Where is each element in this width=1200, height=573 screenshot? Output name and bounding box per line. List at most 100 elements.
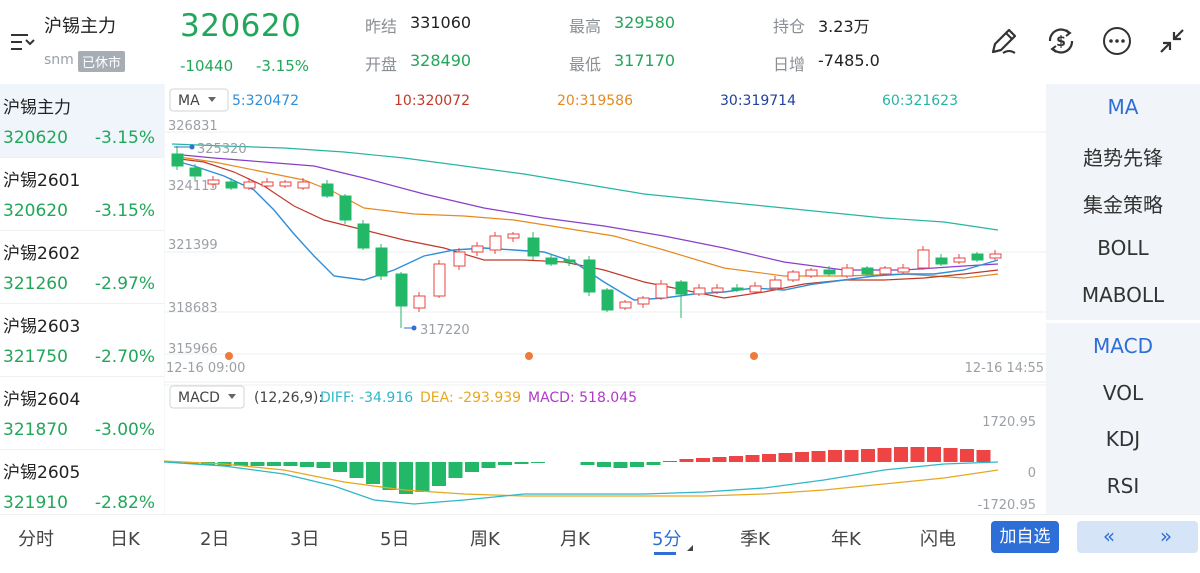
macd-bar bbox=[580, 462, 595, 465]
macd-tick: -1720.95 bbox=[978, 498, 1036, 513]
indicator-boll[interactable]: BOLL bbox=[1097, 236, 1149, 260]
contract-item[interactable]: 沪锡2601 320620 -3.15% bbox=[0, 157, 164, 231]
candle-body bbox=[749, 285, 762, 293]
candle-body bbox=[527, 237, 540, 257]
next-button[interactable]: » bbox=[1134, 521, 1198, 553]
more-icon[interactable] bbox=[1098, 22, 1136, 60]
macd-bar bbox=[943, 448, 958, 462]
candle-body bbox=[563, 259, 576, 263]
low-value: 317170 bbox=[614, 51, 676, 70]
indicator-ma[interactable]: MA bbox=[1107, 95, 1139, 119]
add-watchlist-button[interactable]: 加自选 bbox=[991, 521, 1059, 553]
macd-bar bbox=[795, 452, 809, 462]
indicator-strategy[interactable]: 集金策略 bbox=[1083, 193, 1163, 217]
ma-indicator-selector[interactable]: MA bbox=[169, 88, 229, 112]
indicator-panel: MA 趋势先锋 集金策略 BOLL MABOLL MACD VOL KDJ RS… bbox=[1046, 84, 1200, 514]
tab-daily[interactable]: 日K bbox=[110, 529, 140, 550]
low-marker: 317220 bbox=[404, 323, 470, 338]
tab-5day[interactable]: 5日 bbox=[380, 529, 410, 550]
macd-bar bbox=[498, 462, 512, 465]
y-tick: 318683 bbox=[168, 301, 218, 316]
prev-button[interactable]: « bbox=[1077, 521, 1141, 553]
macd-bar bbox=[267, 462, 281, 466]
ma5-value: 5:320472 bbox=[232, 93, 299, 109]
macd-bar bbox=[663, 461, 677, 462]
candle-body bbox=[805, 269, 818, 277]
candle-body bbox=[453, 251, 466, 267]
candle-body bbox=[489, 235, 502, 251]
macd-bar bbox=[366, 462, 380, 484]
event-marker[interactable] bbox=[750, 352, 758, 360]
macd-bar bbox=[646, 462, 661, 465]
kline-chart[interactable]: MA 5:320472 10:320072 20:319586 30:31971… bbox=[164, 84, 1046, 514]
dea-line bbox=[164, 460, 999, 497]
event-marker[interactable] bbox=[525, 352, 533, 360]
draw-pen-icon[interactable] bbox=[985, 22, 1023, 60]
macd-indicator-selector[interactable]: MACD bbox=[169, 385, 245, 409]
candle-body bbox=[395, 273, 408, 307]
tab-5min[interactable]: 5分 bbox=[652, 529, 682, 550]
low-label: 最低 bbox=[569, 55, 602, 74]
candle-body bbox=[861, 267, 874, 275]
high-value: 329580 bbox=[614, 13, 676, 32]
macd-params: (12,26,9): bbox=[254, 390, 323, 406]
market-status-badge: 已休市 bbox=[78, 51, 126, 72]
macd-bar bbox=[910, 447, 925, 462]
high-marker: 325320 bbox=[174, 142, 247, 157]
candle-body bbox=[601, 289, 614, 311]
indicator-maboll[interactable]: MABOLL bbox=[1081, 283, 1165, 307]
open-label: 开盘 bbox=[365, 55, 398, 74]
contract-item[interactable]: 沪锡2602 321260 -2.97% bbox=[0, 230, 164, 304]
tab-2day[interactable]: 2日 bbox=[200, 529, 230, 550]
macd-bar bbox=[861, 449, 875, 462]
contract-item[interactable]: 沪锡2604 321870 -3.00% bbox=[0, 376, 164, 450]
tab-weekly[interactable]: 周K bbox=[470, 529, 500, 550]
contract-pct: -2.70% bbox=[94, 347, 155, 367]
tab-flash[interactable]: 闪电 bbox=[920, 529, 956, 550]
contract-item[interactable]: 沪锡2603 321750 -2.70% bbox=[0, 303, 164, 377]
indicator-trend[interactable]: 趋势先锋 bbox=[1083, 146, 1163, 170]
ma5-line bbox=[171, 159, 999, 301]
y-tick: 326831 bbox=[168, 119, 218, 134]
macd-bar bbox=[448, 462, 463, 478]
collapse-icon[interactable] bbox=[1153, 22, 1191, 60]
tab-active-indicator bbox=[654, 552, 676, 555]
tab-3day[interactable]: 3日 bbox=[290, 529, 320, 550]
contract-name: 沪锡2603 bbox=[3, 317, 81, 337]
macd-bar bbox=[960, 449, 974, 462]
candle-body bbox=[787, 271, 800, 281]
menu-icon[interactable] bbox=[8, 30, 38, 54]
candle-body bbox=[655, 283, 668, 299]
y-tick: 321399 bbox=[168, 238, 218, 253]
macd-bar bbox=[481, 462, 496, 468]
macd-bar bbox=[679, 459, 694, 462]
candle-body bbox=[507, 233, 520, 239]
contract-item[interactable]: 沪锡主力 320620 -3.15% bbox=[0, 84, 164, 158]
candle-body bbox=[375, 247, 388, 277]
currency-switch-icon[interactable]: $ bbox=[1042, 22, 1080, 60]
candle-body bbox=[357, 223, 370, 249]
macd-bar bbox=[250, 462, 265, 466]
period-tab-bar: 分时 日K 2日 3日 5日 周K 月K 5分 季K 年K 闪电 加自选 « » bbox=[0, 514, 1200, 573]
candle-body bbox=[279, 181, 292, 187]
candle-body bbox=[917, 249, 930, 269]
y-tick: 324115 bbox=[168, 179, 218, 194]
tab-quarterly[interactable]: 季K bbox=[740, 529, 770, 550]
tab-yearly[interactable]: 年K bbox=[831, 529, 861, 550]
contract-item[interactable]: 沪锡2605 321910 -2.82% bbox=[0, 449, 164, 523]
ma60-value: 60:321623 bbox=[882, 93, 958, 109]
indicator-vol[interactable]: VOL bbox=[1102, 381, 1144, 405]
indicator-macd[interactable]: MACD bbox=[1093, 334, 1153, 358]
prev-settle-value: 331060 bbox=[410, 13, 472, 32]
contract-pct: -2.97% bbox=[94, 274, 155, 294]
indicator-rsi[interactable]: RSI bbox=[1106, 474, 1140, 498]
tab-monthly[interactable]: 月K bbox=[560, 529, 590, 550]
contract-price: 320620 bbox=[3, 201, 68, 221]
candle-body bbox=[545, 257, 558, 265]
macd-bar bbox=[745, 455, 760, 462]
indicator-kdj[interactable]: KDJ bbox=[1105, 427, 1141, 451]
macd-bar bbox=[712, 457, 727, 462]
tab-intraday[interactable]: 分时 bbox=[18, 529, 54, 550]
candle-body bbox=[693, 287, 706, 295]
event-marker[interactable] bbox=[225, 352, 233, 360]
